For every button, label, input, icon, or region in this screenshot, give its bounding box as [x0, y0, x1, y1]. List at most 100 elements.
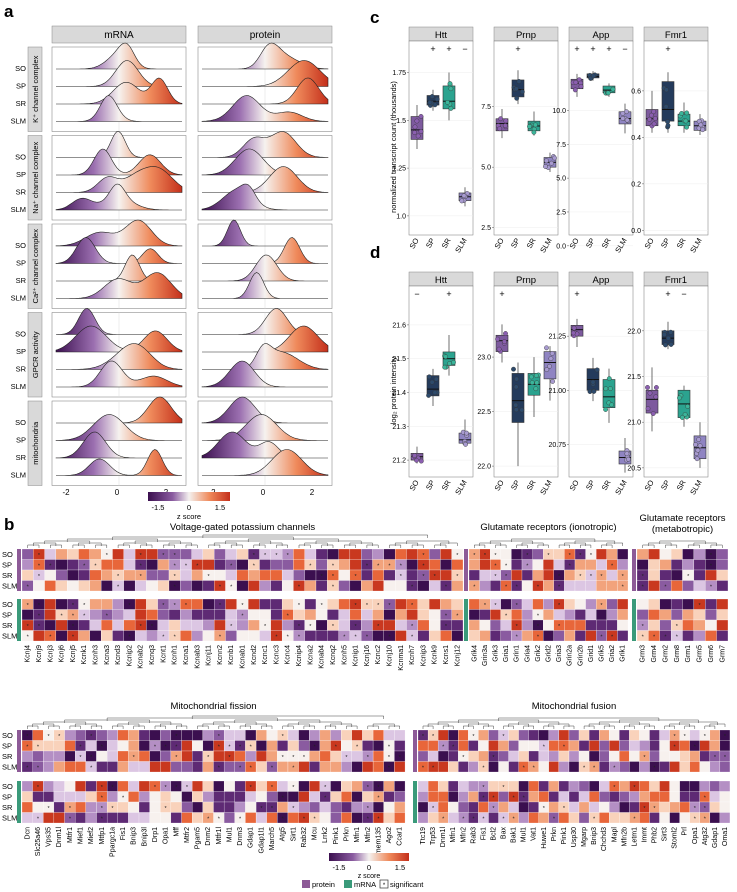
heat-cell	[202, 780, 214, 792]
heat-cell	[558, 812, 570, 824]
heat-cell	[606, 548, 618, 560]
heat-cell	[330, 729, 342, 741]
heat-cell	[538, 750, 549, 762]
heat-cell	[245, 812, 257, 824]
facet-frame	[493, 40, 559, 236]
heat-sig-star: *	[473, 584, 476, 590]
gene-label: Kcnq3	[149, 645, 156, 665]
heat-cell	[498, 801, 509, 813]
heat-cell	[585, 580, 597, 592]
heat-sig-star: *	[128, 634, 131, 640]
heat-cell	[659, 740, 670, 752]
heat-sig-star: *	[674, 734, 677, 740]
panel-c-boxplots: normalized transcript count (thousands)H…	[389, 26, 709, 254]
ridge-row-label: SO	[15, 330, 26, 339]
heat-cell	[682, 548, 695, 560]
heat-sig-star: *	[37, 744, 40, 750]
heat-cell	[181, 729, 193, 741]
heat-cell	[191, 609, 204, 621]
heat-cell	[383, 729, 395, 741]
heat-cell	[395, 619, 407, 631]
heat-sig-star: *	[553, 816, 556, 822]
heat-cell	[588, 791, 600, 803]
heat-cell	[617, 630, 629, 642]
heat-sig-star: *	[422, 574, 425, 580]
gene-label: Kcnab1	[240, 645, 247, 669]
heat-cell	[330, 750, 342, 762]
ridge-row-label: SP	[16, 436, 26, 445]
gene-label: Chchd3	[601, 827, 608, 851]
heat-cell	[55, 619, 68, 631]
heat-cell	[490, 580, 501, 592]
heat-cell	[521, 630, 533, 642]
heat-cell	[138, 801, 150, 813]
facet-tick-label: 1.25	[392, 166, 406, 173]
heat-cell	[629, 740, 640, 752]
heat-cell	[304, 569, 317, 581]
heat-cell	[670, 580, 683, 592]
heat-cell	[518, 812, 529, 824]
heat-sig-star: *	[687, 574, 690, 580]
gene-label: Kcnip2	[126, 645, 133, 667]
heat-sig-star: *	[674, 744, 677, 750]
heat-cell	[32, 801, 44, 813]
heat-cell	[617, 619, 629, 631]
heat-cell	[96, 750, 108, 762]
heat-cell	[585, 609, 597, 621]
gene-label: Slc25a46	[35, 827, 42, 856]
heat-cell	[578, 729, 590, 741]
heat-cell	[123, 609, 136, 621]
heat-cell	[157, 559, 170, 571]
gene-label: Kcna1	[183, 645, 190, 665]
heat-cell	[55, 559, 68, 571]
heat-cell	[112, 598, 124, 610]
heat-cell	[341, 791, 352, 803]
gene-label: Dnm3	[237, 827, 244, 846]
heat-cell	[585, 598, 597, 610]
gene-label: Grin1	[514, 645, 521, 662]
heat-sig-star: *	[442, 816, 445, 822]
box-point	[571, 325, 577, 331]
heat-cell	[478, 801, 489, 813]
heat-cell	[553, 630, 565, 642]
heat-cell	[202, 761, 214, 773]
ridge-density	[56, 95, 182, 122]
heat-cell	[330, 812, 342, 824]
heat-sig-star: *	[72, 613, 75, 619]
heat-sig-star: *	[174, 553, 177, 559]
heat-cell	[146, 598, 158, 610]
heat-sig-star: *	[411, 634, 414, 640]
heat-sig-star: *	[101, 816, 104, 822]
heat-cell	[266, 750, 278, 762]
heat-cell	[160, 761, 172, 773]
heat-sig-star: *	[174, 574, 177, 580]
gene-label: Grik5	[599, 645, 606, 662]
heat-sig-star: *	[151, 624, 154, 630]
heat-cell	[699, 780, 710, 792]
gene-label: Kcnh3	[93, 645, 100, 665]
heat-sig-star: *	[445, 624, 448, 630]
heat-cell	[55, 580, 68, 592]
heat-cell	[191, 598, 204, 610]
heat-cell	[298, 761, 310, 773]
gene-label: Kcnj12	[454, 645, 461, 667]
heat-cell	[319, 750, 331, 762]
facet-tick-label: 0.6	[631, 88, 641, 95]
gene-label: Rab32	[301, 827, 308, 848]
heat-sig-star: *	[38, 603, 41, 609]
panel-b-heatmaps: Voltage-gated potassium channels Glutamat…	[2, 513, 731, 859]
box-point	[603, 407, 608, 412]
heat-cell	[521, 569, 533, 581]
heat-sig-star: *	[218, 744, 221, 750]
heat-cell	[372, 580, 384, 592]
box-point	[544, 158, 549, 164]
heat-cell	[406, 548, 418, 560]
gene-label: Mfn1	[354, 827, 361, 843]
facet-tick-label: 5.0	[481, 165, 491, 172]
heat-cell	[648, 569, 660, 581]
box-point	[590, 379, 596, 385]
box-point	[496, 346, 502, 352]
box-point	[414, 118, 420, 124]
heat-cell	[255, 740, 267, 752]
